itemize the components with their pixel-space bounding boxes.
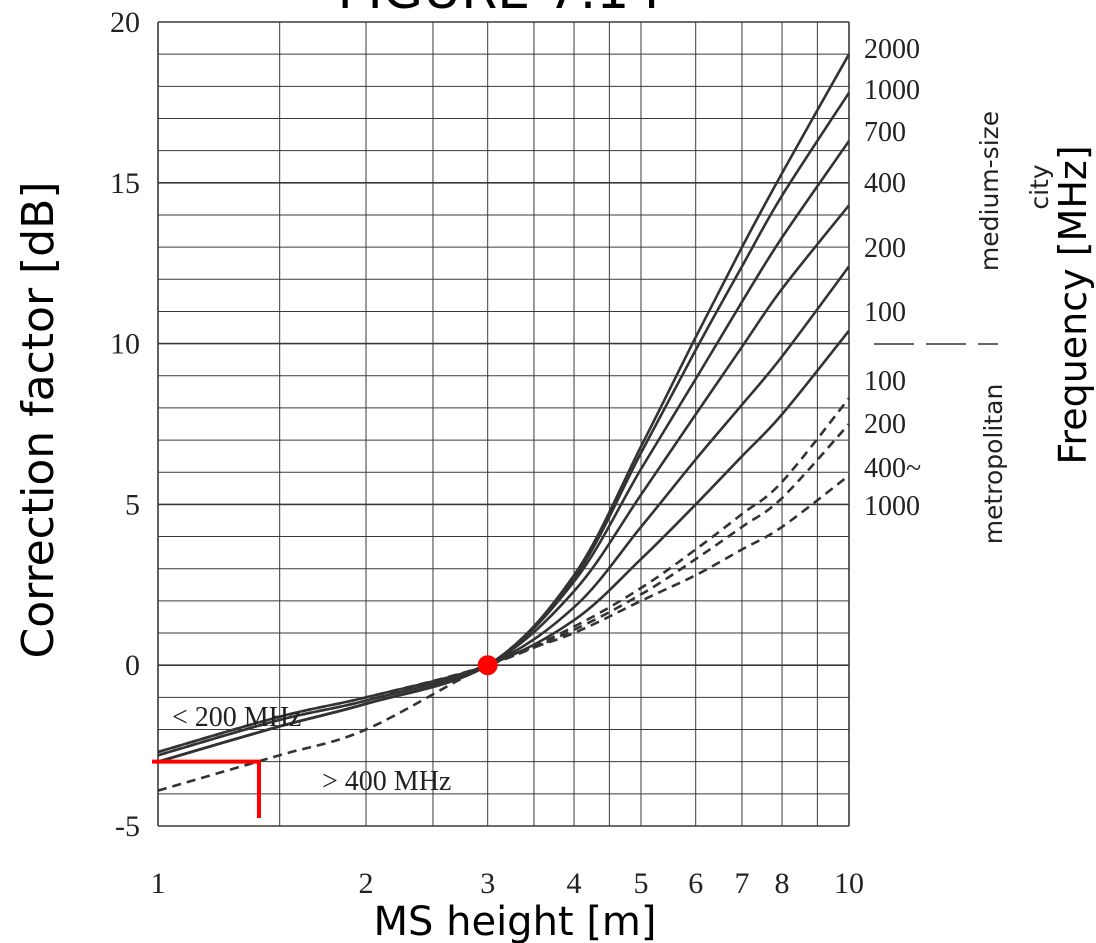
curve-medium-size-city-400 [157,204,851,763]
region-lower-label: metropolitan [979,384,1008,545]
region-upper-line1: medium-size [975,111,1004,271]
y-tick-label: 10 [110,328,140,361]
frequency-label: 400~ [864,453,921,484]
y-tick-label: 20 [110,6,140,39]
x-tick-label: 6 [688,867,703,900]
chart-title: FIGURE 7.14 [338,0,663,21]
y-tick-label: 0 [125,649,140,682]
x-tick-label: 3 [480,867,495,900]
y-tick-label: 5 [125,488,140,521]
high-band-label: > 400 MHz [322,766,451,797]
y-axis-label: Correction factor [dB] [13,182,64,659]
x-tick-label: 10 [834,867,864,900]
curves [157,53,851,792]
tick-labels: 20 15 10 5 0 -5 1 2 3 4 5 6 7 8 10 [110,6,864,900]
low-band-label: < 200 MHz [172,702,301,733]
frequency-label: 200 [864,409,906,440]
y-tick-label: 15 [110,167,140,200]
curve-metropolitan-4001000 [157,474,850,792]
curve-medium-size-city-200 [157,265,851,757]
x-tick-label: 2 [359,867,374,900]
curve-metropolitan-100 [157,397,851,754]
x-tick-label: 8 [775,867,790,900]
x-tick-label: 1 [151,867,166,900]
frequency-label: 1000 [864,491,920,522]
grid [157,21,850,827]
frequency-label: 2000 [864,34,920,65]
region-upper-line2: city [1025,164,1054,209]
frequency-label: 100 [864,366,906,397]
y-tick-label: -5 [115,810,140,843]
x-axis-label: MS height [m] [373,899,656,943]
frequency-label: 400 [864,168,906,199]
x-tick-label: 5 [633,867,648,900]
curve-metropolitan-200 [157,423,850,757]
region-upper-label: medium-size city [975,103,1054,271]
x-tick-label: 7 [734,867,749,900]
x-tick-label: 4 [567,867,582,900]
curve-medium-size-city-1000 [157,92,851,763]
frequency-labels: 2000 1000 700 400 200 100 100 200 400~ 1000 [864,34,921,522]
frequency-label: 200 [864,233,906,264]
frequency-label: 1000 [864,75,920,106]
highlight-point [477,655,498,676]
curve-medium-size-city-100 [157,329,851,754]
reference-marker [152,759,261,818]
highlight-markers [152,655,498,818]
frequency-label: 100 [864,297,906,328]
frequency-label: 700 [864,117,906,148]
frequency-axis-label: Frequency [MHz] [1051,145,1095,464]
